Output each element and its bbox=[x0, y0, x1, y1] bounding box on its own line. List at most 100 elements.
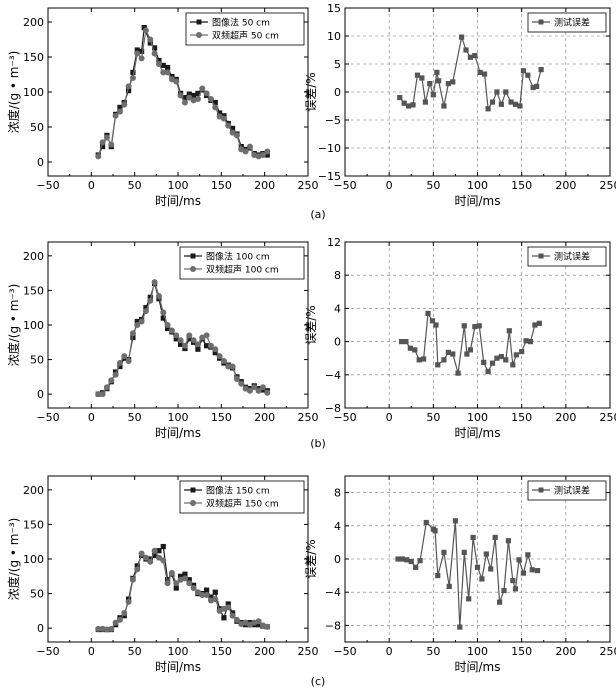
data-point-square bbox=[441, 103, 447, 109]
y-tick-label: 8 bbox=[334, 487, 341, 500]
data-point-square bbox=[416, 357, 422, 363]
x-tick-label: −50 bbox=[36, 411, 59, 424]
y-tick-label: 50 bbox=[30, 121, 44, 134]
data-point-square bbox=[143, 305, 149, 311]
data-point-circle bbox=[168, 327, 175, 334]
y-tick-label: 150 bbox=[23, 51, 44, 64]
x-tick-label: 250 bbox=[298, 411, 319, 424]
y-tick-label: 10 bbox=[327, 30, 341, 43]
x-tick-label: 50 bbox=[426, 179, 440, 192]
data-point-square bbox=[472, 324, 478, 330]
legend-label: 双频超声 50 cm bbox=[212, 30, 279, 42]
legend-marker-square bbox=[196, 19, 202, 25]
data-point-square bbox=[212, 589, 218, 595]
y-tick-label: 50 bbox=[30, 354, 44, 367]
data-point-square bbox=[525, 72, 531, 78]
x-axis-label: 时间/ms bbox=[455, 194, 501, 208]
data-point-circle bbox=[95, 625, 102, 632]
data-point-circle bbox=[112, 371, 119, 378]
data-point-circle bbox=[229, 612, 236, 619]
data-point-square bbox=[212, 350, 218, 356]
legend-box bbox=[179, 480, 305, 514]
y-tick-label: 100 bbox=[23, 319, 44, 332]
y-tick-label: −8 bbox=[325, 619, 341, 632]
data-point-square bbox=[494, 89, 500, 95]
data-point-square bbox=[463, 47, 469, 53]
data-point-square bbox=[512, 101, 519, 107]
data-point-square bbox=[134, 318, 140, 325]
data-point-square bbox=[516, 557, 522, 563]
x-tick-label: 100 bbox=[168, 645, 189, 658]
data-point-circle bbox=[212, 104, 219, 111]
x-tick-label: 150 bbox=[511, 179, 532, 192]
data-point-square bbox=[195, 346, 201, 352]
y-tick-label: 4 bbox=[334, 302, 341, 315]
data-point-square bbox=[208, 594, 214, 600]
y-tick-label: 0 bbox=[334, 553, 341, 566]
data-point-square bbox=[498, 101, 504, 107]
legend-marker-square bbox=[538, 487, 544, 493]
data-point-square bbox=[100, 144, 106, 150]
data-point-square bbox=[446, 583, 452, 589]
legend-box bbox=[179, 246, 305, 280]
data-point-circle bbox=[121, 353, 128, 360]
data-point-circle bbox=[125, 598, 132, 605]
legend-label: 测试误差 bbox=[554, 17, 590, 29]
data-point-circle bbox=[220, 357, 227, 364]
data-point-square bbox=[467, 347, 474, 353]
y-axis-label: 浓度/(g • m⁻³) bbox=[6, 284, 21, 367]
data-point-circle bbox=[134, 322, 141, 328]
data-point-circle bbox=[203, 591, 210, 598]
legend-marker-square bbox=[538, 253, 544, 259]
y-tick-label: −10 bbox=[318, 142, 341, 155]
data-point-square bbox=[195, 90, 201, 96]
data-point-circle bbox=[229, 129, 236, 136]
data-point-square bbox=[156, 57, 162, 64]
data-point-square bbox=[483, 551, 489, 557]
x-tick-label: 0 bbox=[386, 645, 393, 658]
data-point-circle bbox=[225, 122, 232, 129]
y-axis-label: 浓度/(g • m⁻³) bbox=[6, 518, 21, 601]
data-point-circle bbox=[138, 550, 145, 557]
data-point-square bbox=[425, 310, 431, 316]
x-tick-label: 150 bbox=[211, 411, 232, 424]
series-line bbox=[98, 279, 268, 395]
legend-label: 图像法 100 cm bbox=[206, 251, 270, 263]
x-tick-label: 50 bbox=[128, 411, 142, 424]
data-point-square bbox=[534, 83, 540, 89]
data-point-square bbox=[536, 320, 542, 326]
data-point-square bbox=[512, 586, 519, 592]
y-tick-label: 200 bbox=[23, 250, 44, 263]
data-point-circle bbox=[199, 591, 206, 598]
data-point-square bbox=[173, 585, 179, 591]
data-point-circle bbox=[233, 616, 240, 623]
data-point-square bbox=[441, 549, 447, 555]
data-point-circle bbox=[177, 92, 184, 99]
data-point-square bbox=[485, 368, 491, 375]
data-point-square bbox=[525, 552, 531, 558]
data-point-square bbox=[538, 67, 544, 73]
data-point-square bbox=[217, 110, 223, 116]
x-tick-label: 100 bbox=[467, 411, 488, 424]
data-point-square bbox=[422, 99, 428, 105]
y-tick-label: 200 bbox=[23, 484, 44, 497]
data-point-square bbox=[517, 103, 523, 109]
data-point-square bbox=[156, 548, 162, 554]
x-axis-label: 时间/ms bbox=[455, 660, 501, 674]
data-point-circle bbox=[116, 108, 123, 115]
data-point-square bbox=[421, 356, 427, 362]
data-point-circle bbox=[155, 554, 162, 561]
x-tick-label: 50 bbox=[128, 645, 142, 658]
data-point-square bbox=[510, 362, 516, 368]
data-point-square bbox=[191, 92, 197, 99]
y-tick-label: 100 bbox=[23, 86, 44, 99]
data-point-circle bbox=[173, 580, 180, 587]
legend-box bbox=[527, 246, 607, 267]
data-point-square bbox=[230, 125, 236, 131]
data-point-square bbox=[481, 359, 487, 365]
data-point-square bbox=[147, 294, 153, 300]
data-point-square bbox=[397, 95, 403, 101]
x-tick-label: 150 bbox=[511, 645, 532, 658]
x-tick-label: 100 bbox=[467, 645, 488, 658]
